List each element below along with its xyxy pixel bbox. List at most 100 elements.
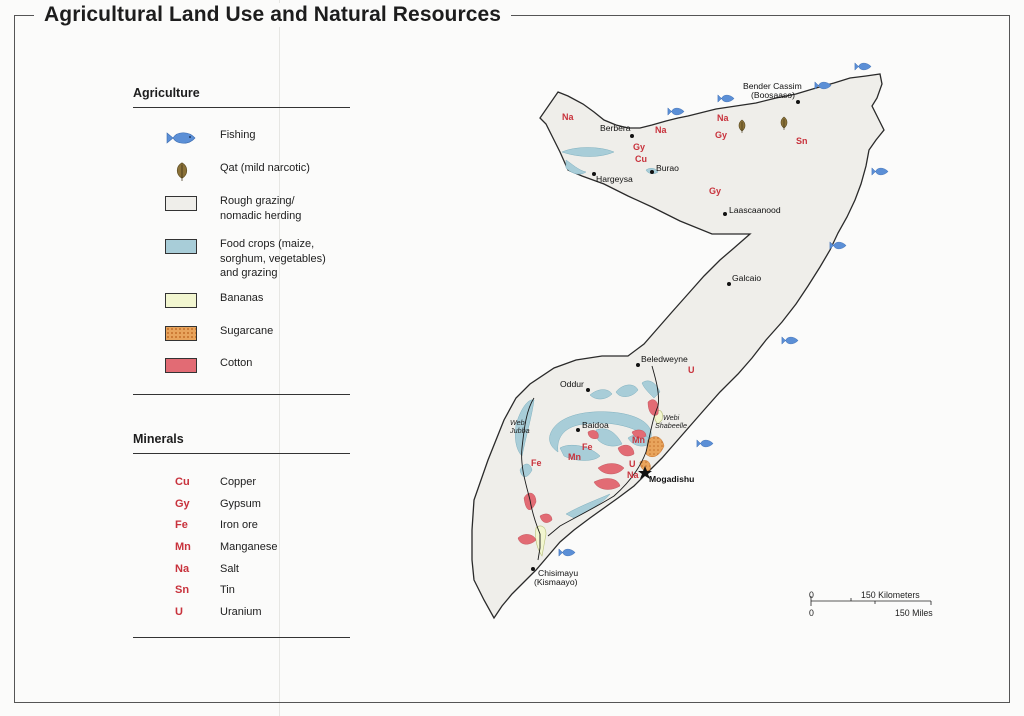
mineral-marker: Gy (715, 130, 727, 140)
mineral-marker: Fe (531, 458, 542, 468)
mineral-marker: Sn (796, 136, 808, 146)
river-name: Shabeelle (655, 421, 687, 430)
mineral-marker: Gy (633, 142, 645, 152)
city-dot (630, 134, 634, 138)
mineral-row-salt: Na Salt (133, 563, 363, 579)
mineral-marker: Mn (568, 452, 581, 462)
city-label-beledweyne: Beledweyne (641, 354, 688, 364)
mineral-marker: U (688, 365, 695, 375)
fish-icon (854, 62, 872, 71)
legend-label: Food crops (maize, sorghum, vegetables) … (220, 238, 326, 279)
mineral-label: Iron ore (220, 519, 258, 531)
swatch-sugarcane (165, 326, 197, 341)
mineral-label: Gypsum (220, 498, 261, 510)
mineral-row-tin: Sn Tin (133, 584, 363, 600)
mineral-label: Tin (220, 584, 235, 596)
fish-icon (166, 132, 196, 144)
city-dots (531, 100, 800, 571)
mineral-marker: Na (655, 125, 667, 135)
legend-item-fishing: Fishing (133, 128, 363, 158)
legend-item-grazing: Rough grazing/ nomadic herding (133, 194, 363, 224)
agriculture-heading: Agriculture (133, 86, 200, 100)
scale-mi-label: 150 Miles (895, 608, 933, 618)
river-label-shabeelle: Webi (663, 413, 680, 422)
map-frame (14, 15, 1010, 703)
city-dot (636, 363, 640, 367)
city-dot (727, 282, 731, 286)
mineral-row-gypsum: Gy Gypsum (133, 498, 363, 514)
legend-label: Sugarcane (220, 325, 274, 337)
legend-label: Fishing (220, 129, 256, 141)
city-dot (650, 170, 654, 174)
legend-item-qat: Qat (mild narcotic) (133, 161, 363, 191)
legend-item-food-crops: Food crops (maize, sorghum, vegetables) … (133, 237, 363, 279)
legend-divider (133, 453, 350, 454)
city-label-mogadishu: Mogadishu (649, 474, 694, 484)
mineral-code: Na (175, 563, 190, 575)
sugarcane-areas (639, 436, 665, 471)
legend-item-bananas: Bananas (133, 291, 363, 321)
city-dot (586, 388, 590, 392)
mineral-row-iron-ore: Fe Iron ore (133, 519, 363, 535)
fish-icon (667, 107, 685, 116)
capital-star-icon (638, 466, 652, 479)
city-dot (723, 212, 727, 216)
fish-icon (717, 94, 735, 103)
qat-leaf-icon (176, 162, 188, 181)
mineral-label: Manganese (220, 541, 278, 553)
scale-km-label: 150 Kilometers (861, 590, 920, 600)
legend-item-sugarcane: Sugarcane (133, 324, 363, 354)
city-dot (592, 172, 596, 176)
legend-label: Cotton (220, 357, 253, 369)
mineral-marker: Fe (582, 442, 593, 452)
page-title: Agricultural Land Use and Natural Resour… (34, 3, 512, 27)
mineral-row-copper: Cu Copper (133, 476, 363, 492)
city-label-hargeysa: Hargeysa (596, 174, 633, 184)
scale-zero-km: 0 (809, 590, 814, 600)
scale-bar: 0 150 Kilometers 0 150 Miles (809, 590, 933, 618)
mineral-code: Cu (175, 476, 190, 488)
legend-divider (133, 637, 350, 638)
mineral-label: Salt (220, 563, 239, 575)
city-label-kismaayo: (Kismaayo) (534, 577, 578, 587)
river-name: Webi (510, 418, 527, 427)
city-dot (531, 567, 535, 571)
river-label-shabeelle-sub: Shabeelle (655, 421, 687, 430)
fish-icon (781, 336, 799, 345)
minerals-heading: Minerals (133, 432, 184, 446)
mineral-row-manganese: Mn Manganese (133, 541, 363, 557)
page-fold-line (279, 0, 280, 716)
city-label-burao: Burao (656, 163, 679, 173)
swatch-bananas (165, 293, 197, 308)
fish-icon (558, 548, 576, 557)
mineral-markers: Na Na Na Gy Gy Cu Sn Gy U Mn Fe Mn Fe U … (531, 112, 808, 480)
mineral-code: Sn (175, 584, 190, 596)
mineral-marker: Na (717, 113, 729, 123)
city-dot (796, 100, 800, 104)
swatch-cotton (165, 358, 197, 373)
river-name: Webi (663, 413, 680, 422)
swatch-grazing (165, 196, 197, 211)
mineral-marker: Cu (635, 154, 647, 164)
mineral-code: Mn (175, 541, 191, 553)
legend-divider (133, 107, 350, 108)
city-label-boosaaso: (Boosaaso) (751, 90, 795, 100)
somalia-land (471, 73, 885, 620)
city-label-laascaanood: Laascaanood (729, 205, 781, 215)
legend-label: Rough grazing/ nomadic herding (220, 195, 302, 222)
mineral-marker: U (629, 459, 636, 469)
legend-label: Bananas (220, 292, 264, 304)
mineral-marker: Na (562, 112, 574, 122)
city-label-bender-cassim: Bender Cassim (743, 81, 802, 91)
swatch-food-crops (165, 239, 197, 254)
mineral-marker: Mn (632, 435, 645, 445)
food-crops-areas (515, 147, 661, 519)
mineral-label: Copper (220, 476, 257, 488)
city-label-oddur: Oddur (560, 379, 584, 389)
city-label-chisimayu: Chisimayu (538, 568, 578, 578)
cotton-areas (517, 399, 659, 545)
scale-zero-mi: 0 (809, 608, 814, 618)
mineral-code: U (175, 606, 183, 618)
legend-divider (133, 394, 350, 395)
